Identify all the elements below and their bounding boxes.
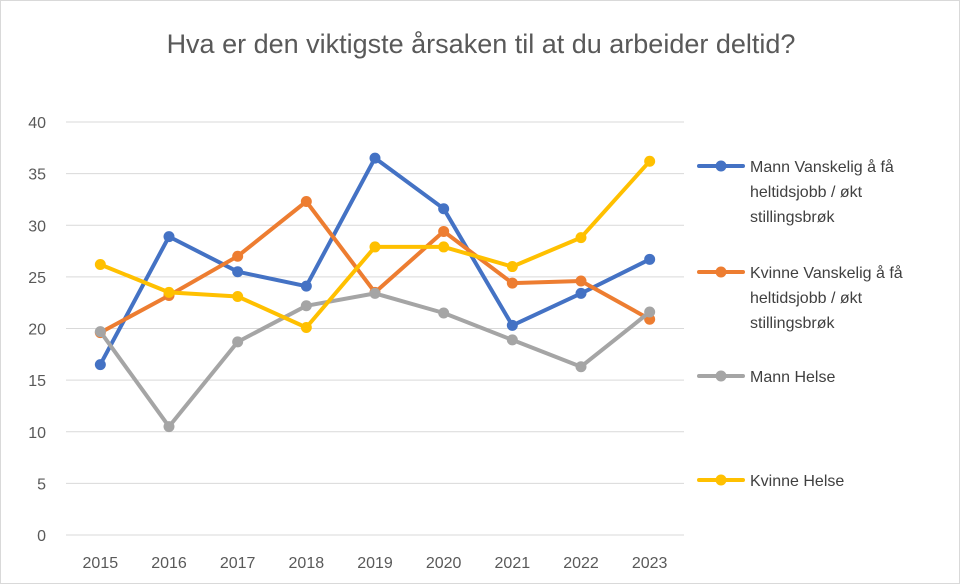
y-tick-label: 25 <box>28 270 46 287</box>
data-point <box>163 231 175 243</box>
data-point <box>438 241 450 253</box>
data-point <box>163 286 175 298</box>
legend-swatch-marker <box>715 160 727 172</box>
data-point <box>575 287 587 299</box>
x-tick-label: 2018 <box>289 555 325 572</box>
data-point <box>506 319 518 331</box>
legend-swatch-marker <box>715 266 727 278</box>
y-tick-label: 35 <box>28 167 46 184</box>
data-point <box>232 336 244 348</box>
y-tick-label: 30 <box>28 218 46 235</box>
data-point <box>300 280 312 292</box>
legend-label: Mann Helse <box>750 369 835 386</box>
y-tick-label: 0 <box>37 528 46 545</box>
legend-label: stillingsbrøk <box>750 315 835 332</box>
legend-label: heltidsjobb / økt <box>750 290 863 307</box>
x-tick-label: 2020 <box>426 555 462 572</box>
data-point <box>644 155 656 167</box>
data-point <box>575 232 587 244</box>
legend-item[interactable]: Mann Helse <box>697 369 835 386</box>
data-point <box>506 334 518 346</box>
legend-label: Mann Vanskelig å få <box>750 158 894 176</box>
series-line <box>98 291 652 429</box>
x-tick-label: 2017 <box>220 555 256 572</box>
legend-label: heltidsjobb / økt <box>750 184 863 201</box>
legend[interactable]: Mann Vanskelig å få heltidsjobb / økt stil… <box>697 158 903 490</box>
data-point <box>644 253 656 265</box>
series-3 <box>94 287 656 433</box>
data-point <box>575 275 587 287</box>
data-point <box>438 307 450 319</box>
data-point <box>438 203 450 215</box>
legend-swatch-marker <box>715 474 727 486</box>
x-tick-label: 2023 <box>632 555 668 572</box>
y-tick-label: 40 <box>28 115 46 132</box>
legend-item[interactable]: Kvinne Vanskelig å få heltidsjobb / økt st… <box>697 264 903 332</box>
legend-swatch-marker <box>715 370 727 382</box>
data-point <box>300 300 312 312</box>
data-point <box>369 152 381 164</box>
data-point <box>232 266 244 278</box>
series-2 <box>94 196 656 339</box>
chart-title: Hva er den viktigste årsaken til at du a… <box>167 29 796 59</box>
x-tick-label: 2021 <box>495 555 531 572</box>
gridlines <box>66 121 684 536</box>
data-point <box>575 361 587 373</box>
x-axis-ticks: 2015 2016 2017 2018 2019 2020 2021 2022 2023 <box>83 555 668 572</box>
data-point <box>94 359 106 371</box>
x-tick-label: 2019 <box>357 555 393 572</box>
series-4 <box>94 155 656 333</box>
data-point <box>94 258 106 270</box>
legend-label: stillingsbrøk <box>750 209 835 226</box>
data-point <box>506 261 518 273</box>
legend-item[interactable]: Mann Vanskelig å få heltidsjobb / økt stil… <box>697 158 894 226</box>
data-point <box>94 326 106 338</box>
x-tick-label: 2022 <box>563 555 599 572</box>
data-point <box>163 421 175 433</box>
data-point <box>644 306 656 318</box>
y-axis-ticks: 0 5 10 15 20 25 30 35 40 <box>28 115 46 545</box>
y-tick-label: 20 <box>28 322 46 339</box>
series-line <box>98 156 652 367</box>
data-point <box>506 277 518 289</box>
series-line <box>98 199 652 335</box>
legend-item[interactable]: Kvinne Helse <box>697 473 844 490</box>
legend-label: Kvinne Vanskelig å få <box>750 264 903 282</box>
data-point <box>438 225 450 237</box>
x-tick-label: 2015 <box>83 555 119 572</box>
y-tick-label: 15 <box>28 373 46 390</box>
series-lines <box>94 152 656 433</box>
series-1 <box>94 152 656 371</box>
data-point <box>300 196 312 208</box>
legend-label: Kvinne Helse <box>750 473 844 490</box>
data-point <box>232 290 244 302</box>
data-point <box>369 241 381 253</box>
y-tick-label: 10 <box>28 425 46 442</box>
data-point <box>300 321 312 333</box>
data-point <box>369 287 381 299</box>
x-tick-label: 2016 <box>151 555 187 572</box>
y-tick-label: 5 <box>37 476 46 493</box>
data-point <box>232 250 244 262</box>
